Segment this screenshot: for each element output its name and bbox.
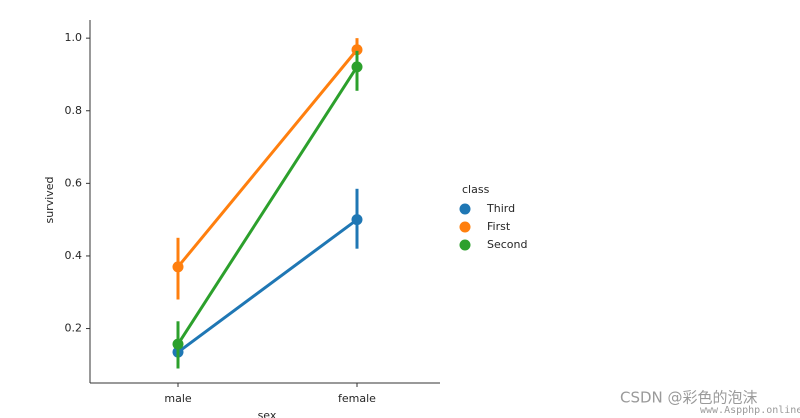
y-tick-label: 0.6 [65,176,83,189]
point [351,61,363,73]
series-line [176,66,359,345]
x-tick-label: female [338,392,376,405]
point [351,44,363,56]
y-tick-label: 0.8 [65,104,83,117]
legend-marker [459,221,471,233]
watermark: CSDN @彩色的泡沫 [620,389,758,407]
y-axis-label: survived [43,176,56,223]
x-axis-label: sex [258,409,277,418]
series-line [176,48,359,268]
point [351,214,363,226]
legend-label: Third [486,202,515,215]
point [172,261,184,273]
y-tick-label: 0.4 [65,249,83,262]
legend-label: Second [487,238,527,251]
legend-title: class [462,183,490,196]
legend-label: First [487,220,511,233]
legend-marker [459,203,471,215]
series-line [177,218,358,354]
legend-marker [459,239,471,251]
y-tick-label: 0.2 [65,322,83,335]
watermark-site: www.Aspphp.online [700,405,800,416]
y-tick-label: 1.0 [65,31,83,44]
x-tick-label: male [164,392,192,405]
point [172,338,184,350]
